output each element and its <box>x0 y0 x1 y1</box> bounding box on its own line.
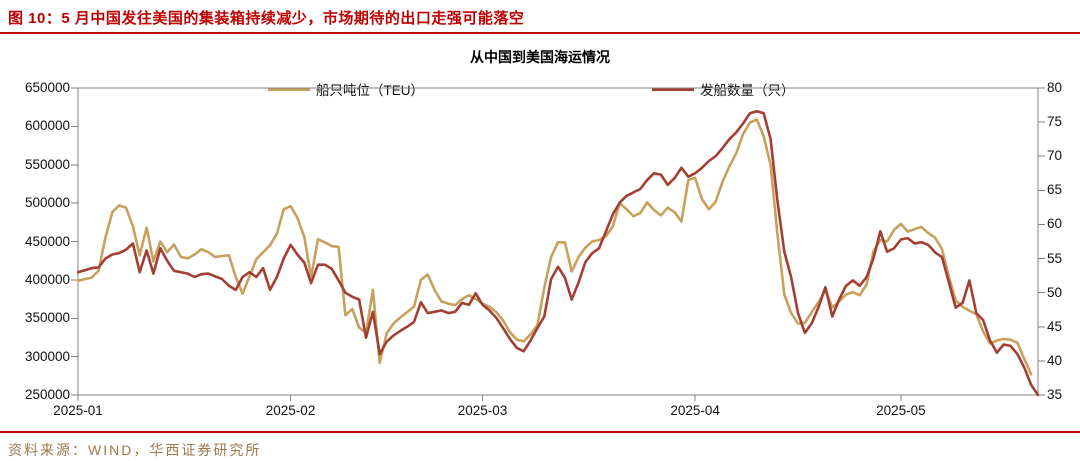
y-left-tick-label: 600000 <box>24 118 70 134</box>
y-right-tick-label: 35 <box>1047 387 1063 402</box>
footer-rule <box>0 431 1080 433</box>
y-left-tick-label: 250000 <box>24 387 70 402</box>
y-right-tick-label: 70 <box>1047 148 1063 164</box>
y-right-tick-label: 65 <box>1047 182 1063 198</box>
y-right-tick-label: 60 <box>1047 216 1063 232</box>
page-title: 图 10：5 月中国发往美国的集装箱持续减少，市场期待的出口走强可能落空 <box>8 10 525 27</box>
y-left-tick-label: 400000 <box>24 271 70 287</box>
y-right-tick-label: 50 <box>1047 284 1063 300</box>
chart-title: 从中国到美国海运情况 <box>470 49 610 65</box>
x-axis-tick-label: 2025-04 <box>670 403 720 418</box>
legend-line-swatch-gold <box>268 87 310 91</box>
y-left-tick-label: 450000 <box>24 233 70 249</box>
y-left-tick-label: 550000 <box>24 156 70 172</box>
series-line-ship-count <box>76 109 1040 397</box>
legend-label-tonnage: 船只吨位（TEU） <box>316 83 424 98</box>
y-left-tick-label: 350000 <box>24 310 70 326</box>
legend-item-ship-count: 发船数量（只） <box>652 80 795 98</box>
legend-line-swatch-red <box>652 87 694 91</box>
y-right-tick-label: 55 <box>1047 250 1063 266</box>
x-axis-tick-label: 2025-05 <box>876 403 926 418</box>
y-left-tick-label: 300000 <box>24 348 70 364</box>
x-axis-tick-label: 2025-02 <box>265 403 316 418</box>
x-axis-tick-label: 2025-03 <box>457 403 508 418</box>
y-left-tick-label: 500000 <box>24 195 70 211</box>
y-right-tick-label: 80 <box>1047 80 1063 95</box>
source-attribution: 资料来源：WIND，华西证券研究所 <box>8 442 262 458</box>
y-right-tick-label: 45 <box>1047 318 1063 334</box>
series-line-tonnage <box>76 118 1033 376</box>
x-axis-tick-label: 2025-01 <box>53 403 103 418</box>
title-underline-rule <box>0 32 1080 34</box>
y-right-tick-label: 75 <box>1047 114 1063 130</box>
legend-item-tonnage: 船只吨位（TEU） <box>268 80 424 98</box>
y-left-tick-label: 650000 <box>24 80 70 95</box>
y-right-tick-label: 40 <box>1047 352 1063 368</box>
legend-label-ship-count: 发船数量（只） <box>700 83 795 98</box>
